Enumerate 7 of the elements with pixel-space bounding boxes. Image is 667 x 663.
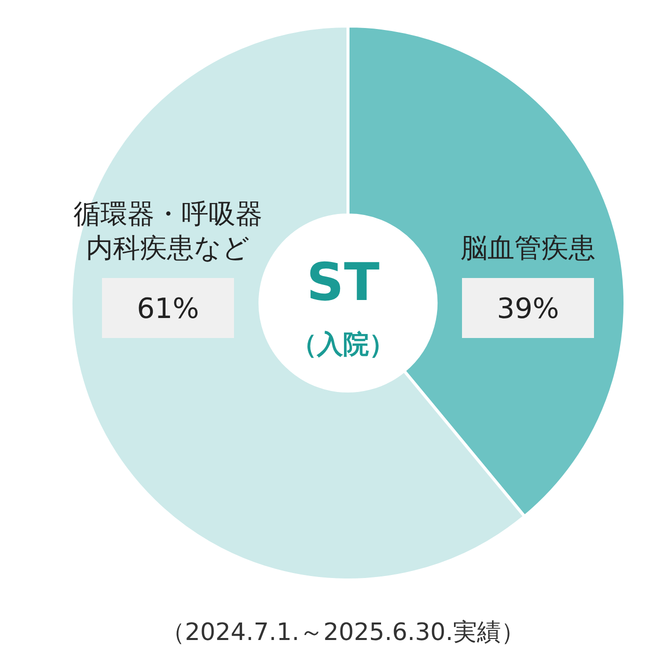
text: （2024.7.1.～2025.6.30.実績）: [160, 618, 526, 646]
text: （入院）: [291, 330, 395, 360]
data-label: 39%: [496, 292, 560, 325]
slice-label: 脳血管疾患: [460, 233, 596, 264]
data-label: 61%: [136, 292, 200, 325]
text: ST: [306, 253, 380, 313]
slice-label: 循環器・呼吸器内科疾患など: [74, 199, 262, 264]
